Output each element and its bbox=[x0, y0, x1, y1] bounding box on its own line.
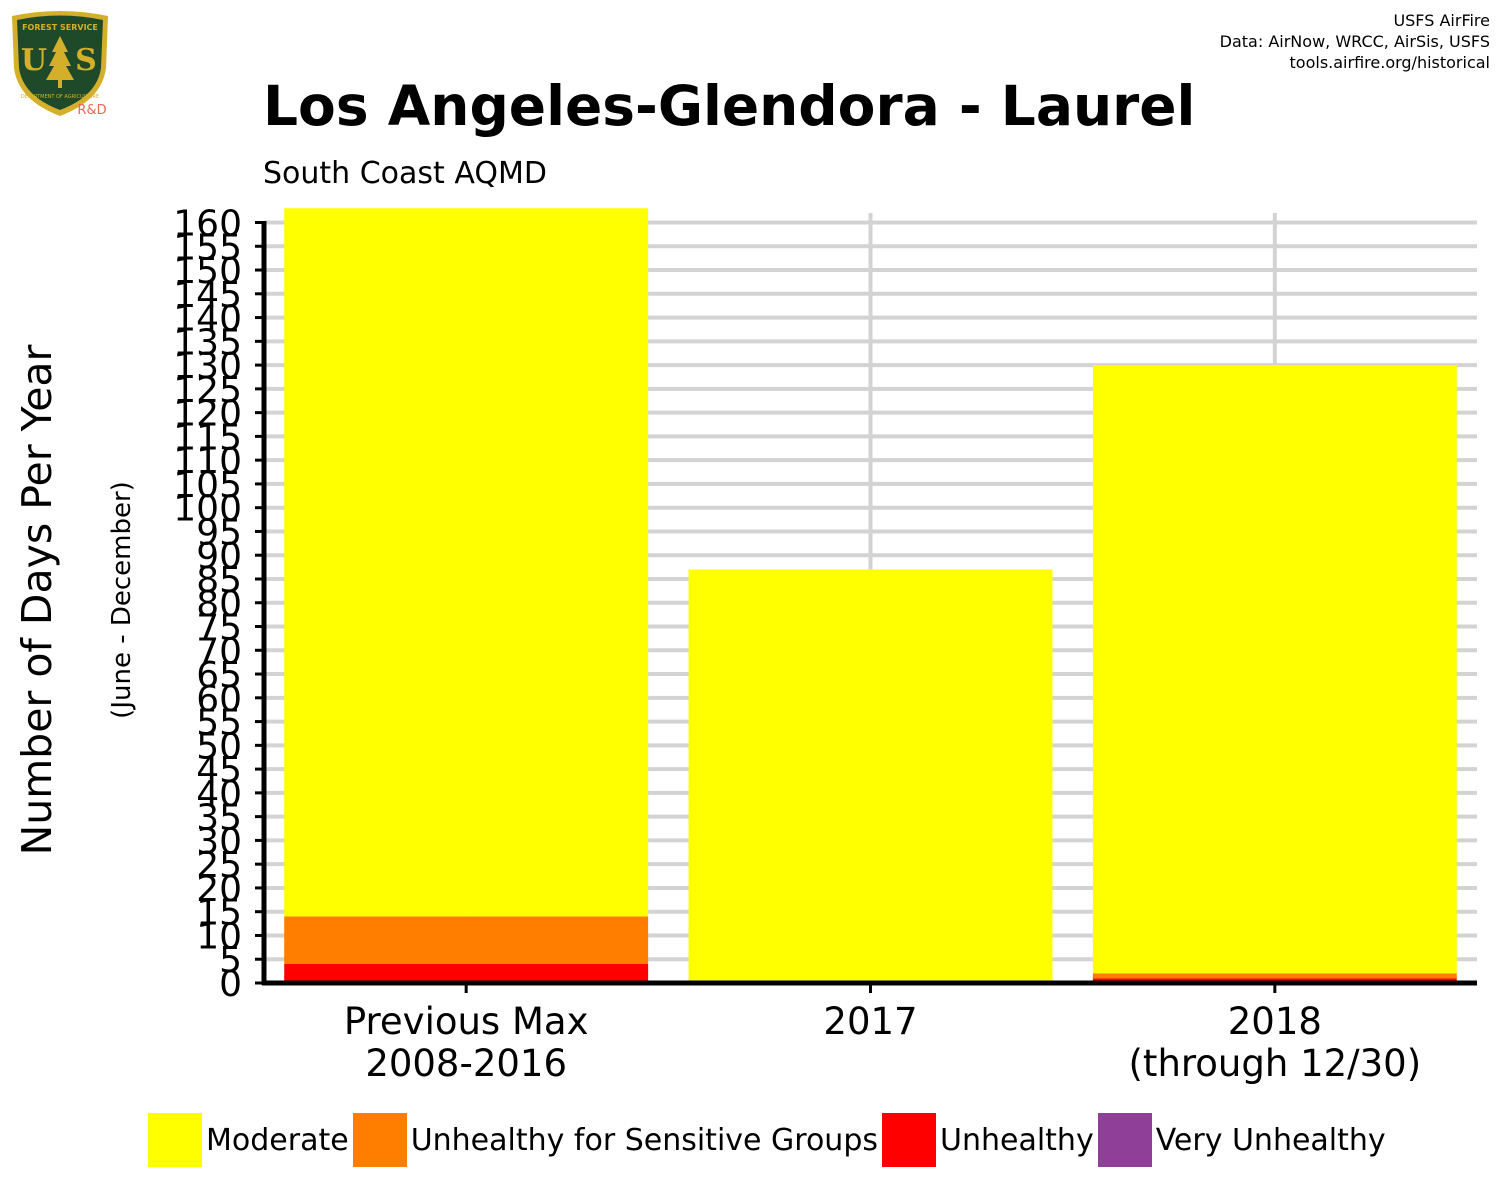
x-tick-label: (through 12/30) bbox=[1129, 1042, 1422, 1085]
y-tick-label: 95 bbox=[196, 512, 242, 553]
legend-label: Moderate bbox=[206, 1122, 349, 1158]
legend-swatch bbox=[882, 1113, 936, 1167]
y-tick-label: 115 bbox=[173, 417, 242, 458]
y-tick-label: 100 bbox=[173, 489, 242, 530]
y-tick-label: 110 bbox=[173, 441, 242, 482]
y-tick-label: 30 bbox=[196, 821, 242, 862]
y-tick-label: 155 bbox=[173, 227, 242, 268]
usfs-shield-logo: FOREST SERVICE U S DEPARTMENT OF AGRICUL… bbox=[12, 11, 108, 118]
y-tick-label: 150 bbox=[173, 251, 242, 292]
credit-line-1: USFS AirFire bbox=[1393, 11, 1490, 30]
y-tick-label: 50 bbox=[196, 726, 242, 767]
y-tick-label: 55 bbox=[196, 703, 242, 744]
y-tick-label: 125 bbox=[173, 370, 242, 411]
y-tick-label: 120 bbox=[173, 394, 242, 435]
legend-label: Unhealthy for Sensitive Groups bbox=[410, 1122, 878, 1158]
tree-icon bbox=[46, 36, 74, 88]
legend-swatch bbox=[148, 1113, 202, 1167]
legend-item: Unhealthy for Sensitive Groups bbox=[352, 1113, 878, 1167]
y-tick-label: 80 bbox=[196, 584, 242, 625]
logo-top-text: FOREST SERVICE bbox=[22, 23, 98, 32]
y-tick-label: 160 bbox=[173, 204, 242, 245]
logo-rd-label: R&D bbox=[77, 103, 106, 118]
bar-segment bbox=[688, 569, 1053, 983]
y-tick-label: 0 bbox=[219, 964, 242, 1005]
x-tick-label: 2017 bbox=[823, 1000, 917, 1043]
y-tick-label: 5 bbox=[219, 940, 242, 981]
y-tick-label: 140 bbox=[173, 299, 242, 340]
y-tick-label: 85 bbox=[196, 560, 242, 601]
bar-segment bbox=[284, 963, 649, 983]
y-tick-label: 60 bbox=[196, 679, 242, 720]
bar-segment bbox=[284, 916, 649, 964]
logo-bottom-text: DEPARTMENT OF AGRICULTURE bbox=[21, 94, 99, 100]
y-tick-label: 105 bbox=[173, 465, 242, 506]
y-tick-label: 35 bbox=[196, 798, 242, 839]
y-tick-label: 135 bbox=[173, 322, 242, 363]
logo-letter-u: U bbox=[21, 43, 47, 78]
y-tick-label: 90 bbox=[196, 536, 242, 577]
bar-segment bbox=[1092, 365, 1457, 974]
credit-line-3: tools.airfire.org/historical bbox=[1289, 53, 1490, 72]
y-tick-label: 25 bbox=[196, 845, 242, 886]
y-tick-label: 15 bbox=[196, 893, 242, 934]
y-tick-label: 130 bbox=[173, 346, 242, 387]
x-tick-label: Previous Max bbox=[344, 1000, 589, 1043]
chart-title: Los Angeles-Glendora - Laurel bbox=[263, 74, 1196, 138]
legend-item: Very Unhealthy bbox=[1097, 1113, 1386, 1167]
y-tick-label: 145 bbox=[173, 275, 242, 316]
legend-swatch bbox=[352, 1113, 407, 1167]
legend-label: Unhealthy bbox=[940, 1122, 1094, 1158]
x-tick-label: 2018 bbox=[1228, 1000, 1322, 1043]
y-tick-label: 70 bbox=[196, 631, 242, 672]
credit-line-2: Data: AirNow, WRCC, AirSis, USFS bbox=[1219, 32, 1490, 51]
credit-block: USFS AirFire Data: AirNow, WRCC, AirSis,… bbox=[1220, 10, 1490, 73]
x-tick-label: 2008-2016 bbox=[365, 1042, 567, 1085]
chart-legend: Moderate Unhealthy for Sensitive Groups Un… bbox=[148, 1112, 1390, 1168]
bar-segment bbox=[1092, 973, 1457, 979]
y-tick-label: 65 bbox=[196, 655, 242, 696]
bar-segment bbox=[284, 208, 649, 917]
logo-letter-s: S bbox=[75, 43, 97, 78]
legend-item: Unhealthy bbox=[882, 1113, 1094, 1167]
y-tick-label: 20 bbox=[196, 869, 242, 910]
y-tick-label: 45 bbox=[196, 750, 242, 791]
y-tick-label: 10 bbox=[196, 916, 242, 957]
legend-item: Moderate bbox=[148, 1113, 349, 1167]
chart-subtitle: South Coast AQMD bbox=[263, 156, 547, 191]
y-tick-label: 40 bbox=[196, 774, 242, 815]
y-tick-label: 75 bbox=[196, 608, 242, 649]
legend-swatch bbox=[1097, 1113, 1152, 1167]
legend-label: Very Unhealthy bbox=[1155, 1122, 1386, 1158]
